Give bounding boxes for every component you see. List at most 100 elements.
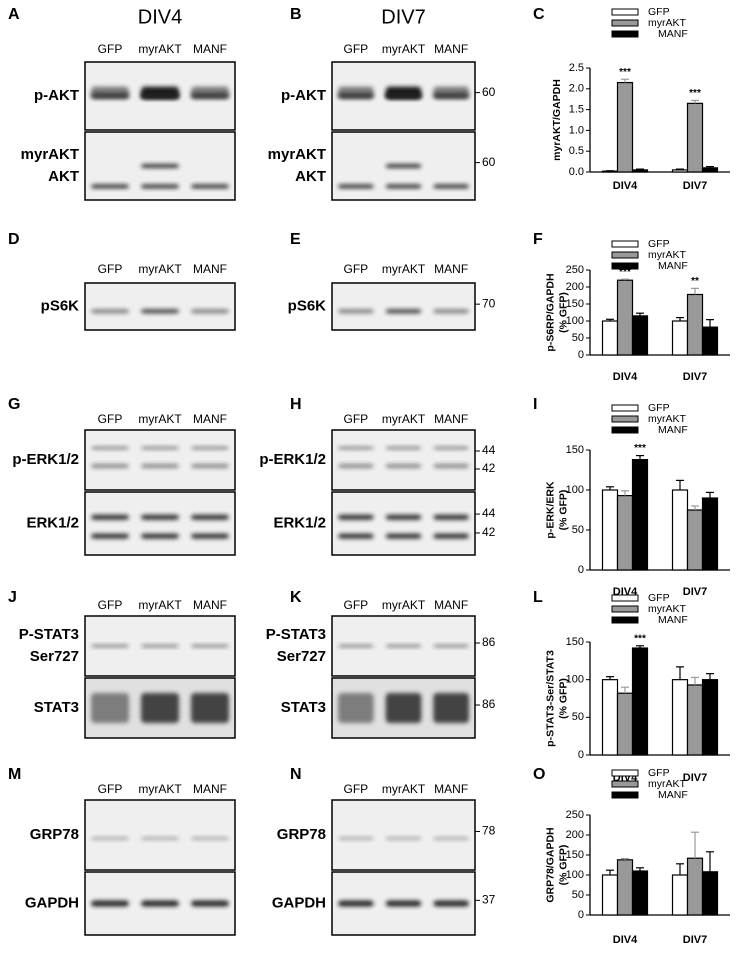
row-label: myrAKT [21,146,79,163]
legend-swatch [611,240,639,248]
mw-marker: 42 [482,525,496,539]
legend-label: MANF [658,260,688,272]
bar [671,169,689,173]
blot-band [338,644,374,648]
blot-image [331,491,476,556]
bar [686,684,704,756]
row-label: GAPDH [25,894,79,911]
blot-band [338,446,374,450]
y-tick-label: 0.0 [569,166,584,178]
y-tick-label: 0 [578,564,584,576]
lane-label: GFP [98,262,123,276]
y-tick-label: 150 [566,298,584,310]
mw-marker: 44 [482,443,496,457]
panel-letter: E [290,231,301,248]
row-label: AKT [48,168,79,185]
y-axis-label: p-STAT3-Ser/STAT3 [544,650,556,747]
legend-swatch [611,769,639,777]
legend-label: MANF [658,424,688,436]
legend-swatch [611,426,639,434]
blot-band [191,644,229,648]
lane-label: GFP [343,262,368,276]
significance: *** [619,267,631,278]
mw-marker: 44 [482,506,496,520]
blot-band [433,693,469,723]
legend-label: GFP [648,238,670,250]
column-header: DIV4 [138,6,182,28]
y-tick-label: 150 [566,444,584,456]
row-label: P-STAT3 [266,626,326,643]
panel-letter: G [8,396,20,413]
panel-letter: I [533,396,537,413]
blot-band [433,464,469,468]
lane-label: MANF [193,782,227,796]
y-axis-label: (% GFP) [557,678,569,719]
blot-band [433,514,469,520]
blot-image [84,491,236,556]
row-label: STAT3 [281,699,326,716]
y-tick-label: 0.5 [569,145,584,157]
lane-label: GFP [98,598,123,612]
bar [631,647,649,756]
blot-image [331,282,476,331]
lane-label: myrAKT [382,42,426,56]
lane-label: MANF [193,598,227,612]
row-label: p-AKT [281,87,326,104]
legend-swatch [611,780,639,788]
mw-marker: 86 [482,697,496,711]
bar [701,679,719,756]
blot-band [191,900,229,907]
significance: *** [634,443,646,454]
lane-label: myrAKT [138,262,182,276]
legend-swatch [611,415,639,423]
blot-band [141,533,179,539]
y-tick-label: 250 [566,809,584,821]
lane-label: MANF [193,262,227,276]
mw-marker: 78 [482,824,496,838]
y-tick-label: 0 [578,749,584,761]
blot-band [385,533,422,539]
blot-image [84,282,236,331]
bar [671,320,689,356]
lane-label: myrAKT [138,782,182,796]
bar [616,81,634,173]
lane-label: myrAKT [382,598,426,612]
blot-band [433,900,469,907]
row-label: p-ERK1/2 [12,451,79,468]
row-label: pS6K [41,297,80,314]
y-axis-label: (% GFP) [557,845,569,886]
panel-letter: B [290,6,302,23]
mw-marker: 60 [482,155,496,169]
lane-label: GFP [343,412,368,426]
lane-label: myrAKT [382,412,426,426]
row-label: Ser727 [277,648,326,665]
y-tick-label: 50 [572,889,584,901]
blot-band [338,533,374,539]
blot-band [191,309,229,314]
panel-letter: K [290,589,302,606]
significance: *** [689,88,701,99]
bar [616,859,634,916]
y-tick-label: 50 [572,711,584,723]
blot-band [91,533,129,539]
lane-label: GFP [343,782,368,796]
lane-label: MANF [193,412,227,426]
blot-band [141,446,179,450]
y-axis-label: p-ERK/ERK [544,481,556,539]
row-label: GRP78 [30,826,79,843]
blot-band [338,837,374,840]
y-tick-label: 200 [566,829,584,841]
blot-band [385,464,422,468]
lane-label: GFP [343,598,368,612]
blot-band [141,94,179,98]
y-tick-label: 100 [566,315,584,327]
bar [601,679,619,756]
y-tick-label: 150 [566,849,584,861]
y-tick-label: 250 [566,264,584,276]
row-label: ERK1/2 [273,514,326,531]
blot-band [338,693,374,723]
blot-band [191,464,229,468]
lane-label: myrAKT [138,598,182,612]
